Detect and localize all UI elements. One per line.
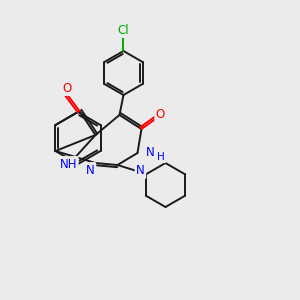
Text: N: N bbox=[146, 146, 155, 160]
Text: NH: NH bbox=[60, 158, 77, 170]
Text: N: N bbox=[136, 164, 145, 178]
Text: N: N bbox=[86, 164, 95, 176]
Text: O: O bbox=[156, 107, 165, 121]
Text: O: O bbox=[63, 82, 72, 94]
Text: Cl: Cl bbox=[118, 23, 129, 37]
Text: H: H bbox=[158, 152, 165, 162]
